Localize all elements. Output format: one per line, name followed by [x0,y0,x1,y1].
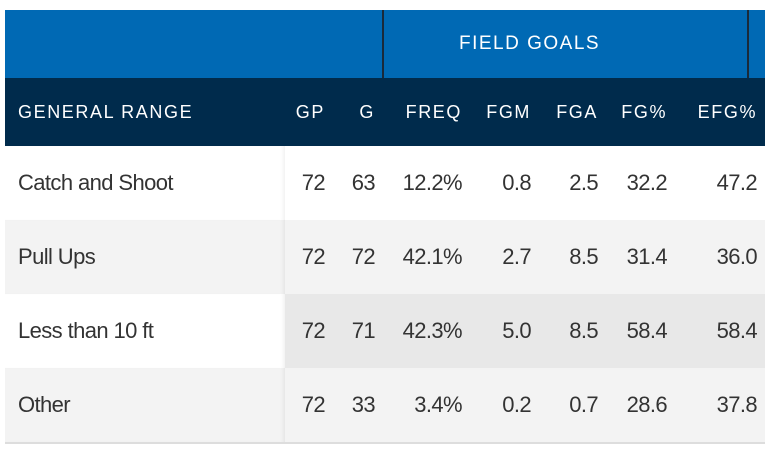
group-header-blank [5,10,384,78]
table-row: Other 72 33 3.4% 0.2 0.7 28.6 37.8 [5,368,765,444]
cell-freq: 12.2% [383,146,471,220]
cell-fga: 2.5 [539,146,607,220]
cell-gp: 72 [285,368,333,444]
column-header-fg-pct[interactable]: FG% [606,78,676,146]
cell-range: Other [5,368,285,444]
cell-fga: 0.7 [539,368,607,444]
cell-g: 63 [333,146,384,220]
cell-fgm: 5.0 [470,294,540,368]
table-row: Less than 10 ft 72 71 42.3% 5.0 8.5 58.4 58.4 [5,294,765,368]
cell-fga: 8.5 [539,294,607,368]
column-header-g[interactable]: G [333,78,384,146]
cell-g: 33 [333,368,384,444]
column-header-fgm[interactable]: FGM [470,78,540,146]
general-range-stats-table: FIELD GOALS GENERAL RANGE GP G FREQ FGM … [5,10,765,444]
stats-table-container: FIELD GOALS GENERAL RANGE GP G FREQ FGM … [5,10,765,444]
group-header-field-goals: FIELD GOALS [382,10,676,78]
column-header-fga[interactable]: FGA [539,78,607,146]
table-row: Catch and Shoot 72 63 12.2% 0.8 2.5 32.2 47.2 [5,146,765,220]
cell-efg-pct: 37.8 [675,368,765,444]
cell-fg-pct: 31.4 [606,220,676,294]
cell-fg-pct: 32.2 [606,146,676,220]
cell-freq: 3.4% [383,368,471,444]
cell-g: 71 [333,294,384,368]
group-header-row: FIELD GOALS [5,10,765,78]
column-header-general-range[interactable]: GENERAL RANGE [5,78,285,146]
cell-freq: 42.1% [383,220,471,294]
cell-fg-pct: 58.4 [606,294,676,368]
column-header-freq[interactable]: FREQ [383,78,471,146]
cell-fgm: 2.7 [470,220,540,294]
cell-range: Pull Ups [5,220,285,294]
table-row: Pull Ups 72 72 42.1% 2.7 8.5 31.4 36.0 [5,220,765,294]
cell-gp: 72 [285,146,333,220]
column-header-efg-pct[interactable]: EFG% [675,78,765,146]
cell-range: Less than 10 ft [5,294,285,368]
cell-range: Catch and Shoot [5,146,285,220]
cell-gp: 72 [285,294,333,368]
cell-fgm: 0.8 [470,146,540,220]
cell-gp: 72 [285,220,333,294]
column-header-gp[interactable]: GP [285,78,333,146]
group-header-end [675,10,765,78]
column-header-row: GENERAL RANGE GP G FREQ FGM FGA FG% EFG% [5,78,765,146]
cell-efg-pct: 58.4 [675,294,765,368]
cell-efg-pct: 47.2 [675,146,765,220]
cell-fga: 8.5 [539,220,607,294]
cell-g: 72 [333,220,384,294]
cell-fgm: 0.2 [470,368,540,444]
cell-freq: 42.3% [383,294,471,368]
cell-fg-pct: 28.6 [606,368,676,444]
cell-efg-pct: 36.0 [675,220,765,294]
